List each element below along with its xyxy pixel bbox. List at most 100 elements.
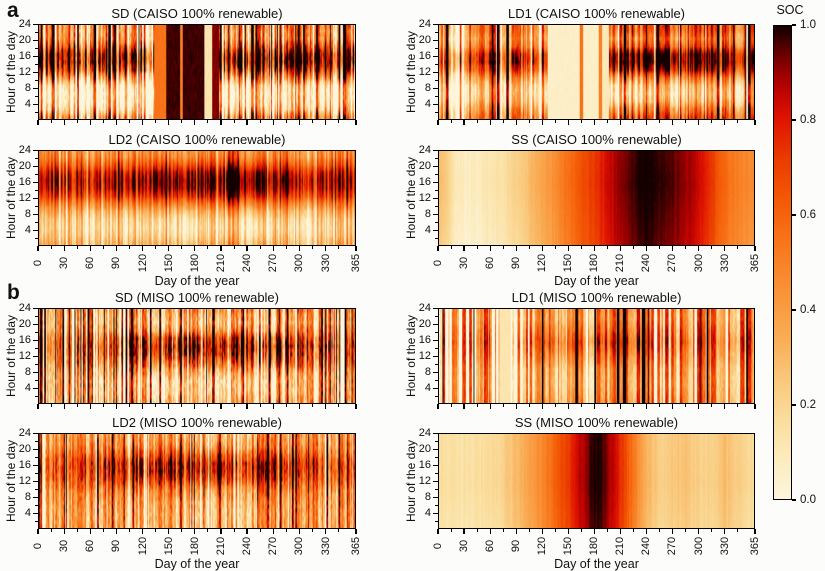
x-minor-tick-mark xyxy=(311,529,313,532)
x-tick-label: 365 xyxy=(749,536,761,556)
y-minor-tick-mark xyxy=(35,31,38,33)
y-tick-label: 24 xyxy=(18,144,31,156)
y-tick-label: 4 xyxy=(24,382,31,394)
heatmap-ld1-caiso xyxy=(438,24,755,120)
y-minor-tick-mark xyxy=(35,237,38,239)
y-minor-tick-mark xyxy=(435,440,438,442)
x-minor-tick-mark xyxy=(554,120,556,123)
x-minor-tick-mark xyxy=(711,120,713,123)
y-minor-tick-mark xyxy=(35,440,38,442)
x-minor-tick-mark xyxy=(450,529,452,532)
x-minor-tick-mark xyxy=(181,529,183,532)
y-tick-mark xyxy=(433,355,438,357)
y-tick-mark xyxy=(433,229,438,231)
x-tick-label: 120 xyxy=(136,253,149,273)
x-tick-label: 150 xyxy=(562,253,575,273)
y-tick-label: 8 xyxy=(24,208,31,220)
x-tick-mark xyxy=(194,529,196,534)
colorbar-tick-label: 0.2 xyxy=(800,398,816,411)
y-tick-mark xyxy=(33,181,38,183)
x-tick-mark xyxy=(754,120,756,125)
x-minor-tick-mark xyxy=(528,404,530,407)
x-minor-tick-mark xyxy=(737,404,739,407)
heatmap-canvas-ld1-caiso xyxy=(439,25,754,119)
x-tick-mark xyxy=(645,246,648,251)
y-tick-mark xyxy=(33,71,38,73)
x-tick-mark xyxy=(619,404,621,409)
x-tick-mark xyxy=(37,529,39,534)
x-minor-tick-mark xyxy=(737,246,739,249)
x-tick-mark xyxy=(37,246,39,251)
x-tick-mark xyxy=(324,120,327,125)
x-tick-mark xyxy=(437,404,439,409)
x-minor-tick-mark xyxy=(632,120,634,123)
x-minor-tick-mark xyxy=(285,404,287,407)
colorbar-tick-mark xyxy=(792,214,796,216)
x-tick-mark xyxy=(593,120,595,125)
y-tick-mark xyxy=(433,197,438,199)
y-tick-mark xyxy=(33,339,38,341)
x-minor-tick-mark xyxy=(685,120,687,123)
y-minor-tick-mark xyxy=(435,237,438,239)
y-tick-label: 16 xyxy=(418,50,431,62)
x-tick-label: 270 xyxy=(666,536,679,556)
y-tick-label: 4 xyxy=(24,224,31,236)
x-tick-mark xyxy=(355,120,357,125)
y-minor-tick-mark xyxy=(35,347,38,349)
x-tick-mark xyxy=(246,120,248,125)
x-tick-mark xyxy=(754,529,756,534)
x-minor-tick-mark xyxy=(76,404,78,407)
y-tick-label: 4 xyxy=(424,507,431,519)
x-minor-tick-mark xyxy=(502,404,504,407)
x-minor-tick-mark xyxy=(181,404,183,407)
x-minor-tick-mark xyxy=(554,246,556,249)
x-tick-label: 180 xyxy=(188,253,201,273)
x-tick-label: 150 xyxy=(162,253,175,273)
y-minor-tick-mark xyxy=(35,205,38,207)
y-tick-mark xyxy=(33,87,38,89)
x-minor-tick-mark xyxy=(311,120,313,123)
x-tick-label: 120 xyxy=(536,253,549,273)
x-tick-label: 210 xyxy=(214,536,227,556)
y-minor-tick-mark xyxy=(35,520,38,522)
x-tick-label: 300 xyxy=(293,536,306,556)
x-tick-mark xyxy=(754,404,756,409)
y-minor-tick-mark xyxy=(435,157,438,159)
x-minor-tick-mark xyxy=(580,120,582,123)
x-tick-mark xyxy=(89,120,91,125)
x-tick-label: 270 xyxy=(666,253,679,273)
x-tick-mark xyxy=(141,246,144,251)
colorbar-tick-mark xyxy=(792,404,796,406)
y-tick-mark xyxy=(33,387,38,389)
x-tick-mark xyxy=(489,529,491,534)
x-minor-tick-mark xyxy=(606,529,608,532)
y-tick-mark xyxy=(433,165,438,167)
y-tick-mark xyxy=(433,464,438,466)
y-tick-mark xyxy=(433,512,438,514)
y-tick-label: 4 xyxy=(24,98,31,110)
x-minor-tick-mark xyxy=(450,120,452,123)
x-tick-mark xyxy=(541,404,543,409)
x-tick-label: 120 xyxy=(136,536,149,556)
x-minor-tick-mark xyxy=(580,404,582,407)
x-tick-mark xyxy=(63,246,65,251)
x-tick-label: 0 xyxy=(32,259,44,267)
y-tick-mark xyxy=(33,371,38,373)
x-tick-mark xyxy=(541,120,543,125)
x-minor-tick-mark xyxy=(76,120,78,123)
y-minor-tick-mark xyxy=(35,456,38,458)
y-tick-mark xyxy=(33,464,38,466)
x-tick-mark xyxy=(567,529,569,534)
x-tick-mark xyxy=(489,120,491,125)
x-tick-mark xyxy=(246,246,248,251)
x-tick-mark xyxy=(220,404,222,409)
x-tick-mark xyxy=(168,120,170,125)
y-tick-mark xyxy=(433,149,438,151)
x-tick-label: 60 xyxy=(484,256,497,270)
y-tick-mark xyxy=(433,480,438,482)
x-tick-mark xyxy=(272,404,274,409)
x-tick-label: 300 xyxy=(293,253,306,273)
y-minor-tick-mark xyxy=(35,79,38,81)
x-tick-mark xyxy=(593,246,595,251)
y-minor-tick-mark xyxy=(435,395,438,397)
